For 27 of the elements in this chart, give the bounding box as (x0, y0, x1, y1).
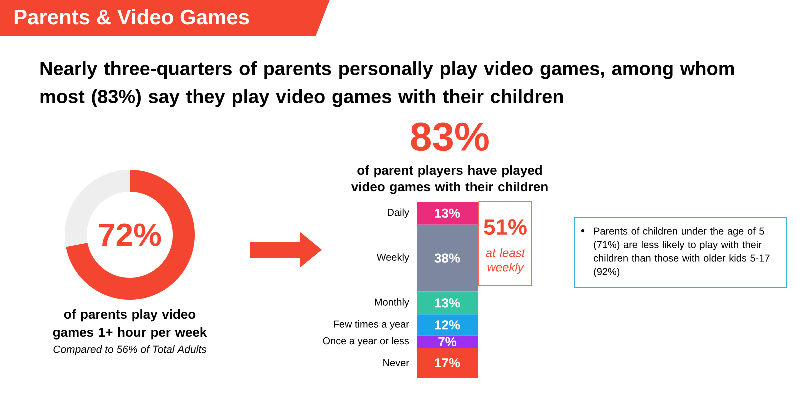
text: Parents of children under the age of 5 (71%) are less likely to play with their children than those with older kids 5-17 (92%) (594, 228, 770, 278)
bar (417, 348, 478, 378)
data-label: 12% (435, 320, 460, 330)
text: Compared to 56% of Total Adults (54, 346, 207, 356)
series-label: Monthly (375, 298, 410, 308)
text: of parents play video games 1+ hour per week (53, 310, 208, 340)
text: Nearly three-quarters of parents personally play video games, among whom most (83%) say they play video games with their children (40, 62, 734, 108)
data-label: 17% (435, 358, 460, 368)
series-label: Daily (388, 208, 410, 218)
chart-subtitle: of parent players have played video games with their children (351, 166, 548, 194)
text: 51% (484, 220, 527, 236)
bar (417, 292, 478, 315)
data-label: 13% (435, 298, 460, 308)
data-label: 13% (435, 208, 460, 218)
bar (417, 224, 478, 292)
series-label: Never (384, 360, 410, 367)
data-label: 38% (434, 254, 460, 263)
bar (417, 314, 478, 336)
series-label: Weekly (376, 254, 410, 263)
text: at least weekly (486, 248, 526, 274)
bar (417, 202, 478, 225)
series-label: Once a year or less (323, 337, 410, 347)
data-label: 72% (99, 224, 162, 246)
series-label: Few times a year (334, 320, 410, 330)
data-label: 7% (438, 337, 457, 346)
chart-title: 83% (411, 122, 489, 152)
text: Parents & Video Games (14, 9, 250, 25)
